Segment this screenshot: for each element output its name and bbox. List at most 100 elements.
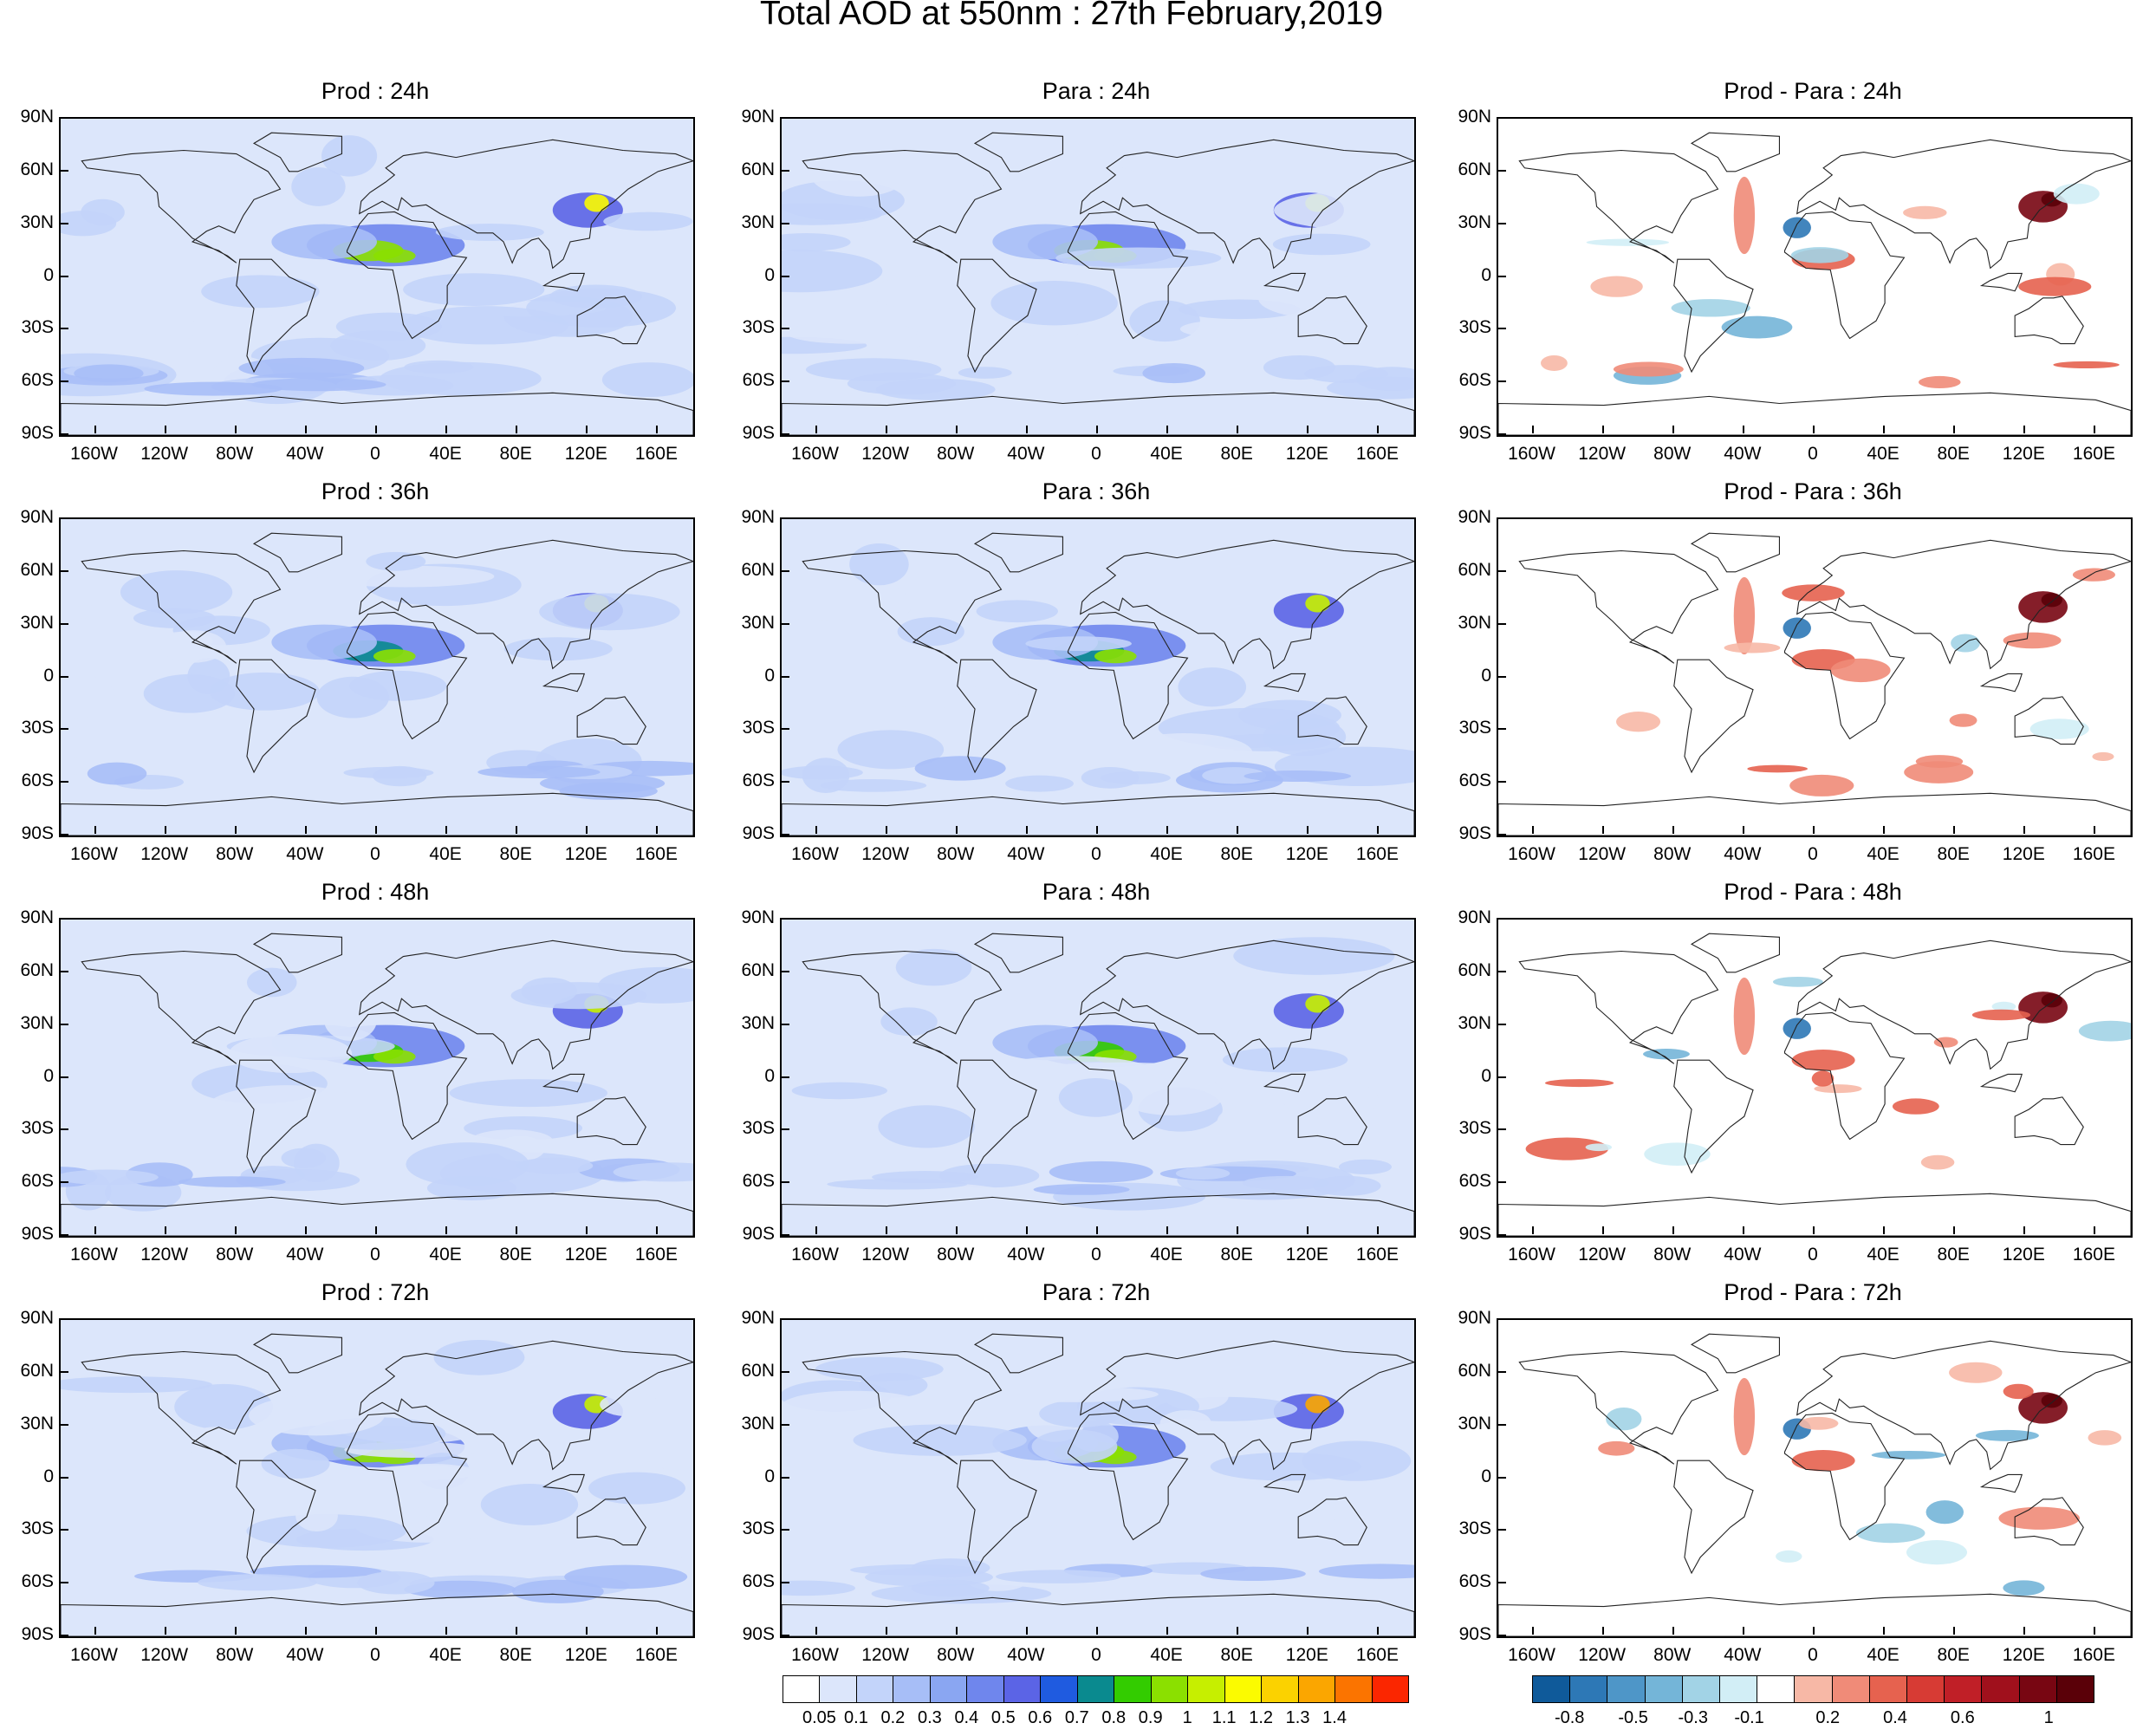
colorbar-swatch — [1607, 1675, 1646, 1703]
colorbar-label: 1.3 — [1285, 1708, 1310, 1727]
field-contour — [229, 1034, 353, 1073]
longitude-tick — [375, 826, 377, 834]
latitude-tick — [782, 169, 789, 172]
field-contour — [251, 378, 386, 392]
field-contour — [61, 1169, 159, 1186]
latitude-tick-label: 60N — [741, 959, 775, 980]
field-contour — [1782, 584, 1845, 601]
coastline — [1690, 933, 1780, 973]
field-contour — [2092, 751, 2114, 762]
field-contour — [1949, 713, 1977, 727]
field-contour — [516, 1157, 594, 1174]
longitude-tick-label: 120E — [564, 1245, 607, 1265]
longitude-tick — [1377, 426, 1380, 433]
field-contour — [1733, 977, 1756, 1056]
longitude-tick — [445, 1226, 448, 1234]
field-contour — [1814, 1084, 1862, 1094]
latitude-tick — [61, 117, 68, 119]
field-contour — [373, 649, 416, 664]
field-contour — [61, 333, 201, 354]
latitude-tick-label: 30N — [741, 1413, 775, 1434]
field-contour — [1798, 1416, 1839, 1430]
longitude-tick-label: 40E — [1867, 844, 1899, 864]
longitude-tick — [164, 426, 166, 433]
coastline — [957, 1059, 1037, 1174]
longitude-tick-label: 120W — [140, 1245, 189, 1265]
longitude-tick — [1237, 1226, 1239, 1234]
latitude-tick — [61, 222, 68, 224]
colorbar-swatch — [1224, 1675, 1263, 1703]
longitude-tick-label: 40E — [1150, 1645, 1183, 1665]
longitude-tick — [815, 1627, 817, 1635]
latitude-tick-label: 60N — [741, 559, 775, 580]
longitude-tick-label: 40W — [1007, 1645, 1045, 1665]
longitude-tick-label: 160W — [1508, 1245, 1555, 1265]
colorbar-label: 0.8 — [1101, 1708, 1127, 1727]
longitude-tick-label: 0 — [1091, 1645, 1101, 1665]
latitude-tick — [1498, 834, 1506, 835]
longitude-tick-label: 160E — [634, 444, 678, 464]
latitude-tick-label: 90N — [741, 107, 775, 127]
longitude-tick — [656, 426, 659, 433]
longitude-tick-label: 80W — [1653, 844, 1692, 864]
coastline — [1783, 611, 1906, 740]
coastline — [359, 139, 693, 270]
latitude-tick-label: 30N — [20, 612, 54, 633]
longitude-tick — [164, 826, 166, 834]
longitude-tick-label: 0 — [1808, 844, 1818, 864]
field-contour — [1242, 1175, 1329, 1191]
field-contour — [1142, 362, 1206, 384]
field-contour — [1585, 1143, 1613, 1152]
field-contour — [2029, 718, 2089, 739]
longitude-tick — [445, 1627, 448, 1635]
colorbar-label: 0.2 — [880, 1708, 906, 1727]
colorbar-swatch — [1261, 1675, 1299, 1703]
field-contour — [1791, 1450, 1855, 1472]
colorbar-swatch — [1644, 1675, 1683, 1703]
field-contour — [449, 1079, 608, 1108]
panel-title: Prod - Para : 24h — [1724, 78, 1902, 104]
field-contour — [600, 1392, 660, 1417]
longitude-tick-label: 80E — [1937, 844, 1970, 864]
latitude-tick — [1498, 222, 1506, 224]
latitude-tick — [1498, 1582, 1506, 1584]
latitude-tick — [782, 1423, 789, 1426]
field-contour — [1915, 755, 1964, 768]
latitude-tick-label: 0 — [43, 1466, 54, 1486]
longitude-tick — [1237, 826, 1239, 834]
longitude-tick-label: 40E — [429, 444, 462, 464]
longitude-tick-label: 80W — [937, 1645, 975, 1665]
coastline — [1067, 1011, 1189, 1141]
colorbar-swatch — [1981, 1675, 2020, 1703]
map-plot — [61, 920, 693, 1236]
longitude-tick — [656, 1627, 659, 1635]
longitude-tick — [1531, 1226, 1534, 1234]
field-contour — [120, 570, 233, 614]
map-plot — [782, 1320, 1414, 1636]
latitude-tick-label: 0 — [43, 264, 54, 285]
coastline — [782, 1593, 1414, 1636]
latitude-tick — [1498, 169, 1506, 172]
field-contour — [401, 306, 569, 345]
longitude-tick-label: 80E — [499, 844, 532, 864]
field-contour — [435, 224, 544, 241]
field-contour — [1178, 667, 1247, 707]
longitude-tick-label: 80E — [1937, 444, 1970, 464]
longitude-tick-label: 120W — [861, 1645, 910, 1665]
field-contour — [357, 1570, 435, 1595]
longitude-tick-label: 80E — [499, 444, 532, 464]
latitude-tick-label: 60N — [20, 559, 54, 580]
colorbar-label: 0.9 — [1138, 1708, 1163, 1727]
field-contour — [1811, 1070, 1835, 1087]
field-contour — [477, 765, 601, 779]
longitude-tick — [586, 826, 588, 834]
latitude-tick-label: 90S — [742, 1224, 775, 1244]
coastline — [576, 296, 646, 345]
field-contour — [511, 1579, 604, 1603]
longitude-tick — [1742, 1226, 1744, 1234]
latitude-tick — [61, 1476, 68, 1479]
latitude-tick — [1498, 1234, 1506, 1236]
latitude-tick — [1498, 1476, 1506, 1479]
field-contour — [1058, 1078, 1133, 1117]
latitude-tick — [61, 970, 68, 972]
